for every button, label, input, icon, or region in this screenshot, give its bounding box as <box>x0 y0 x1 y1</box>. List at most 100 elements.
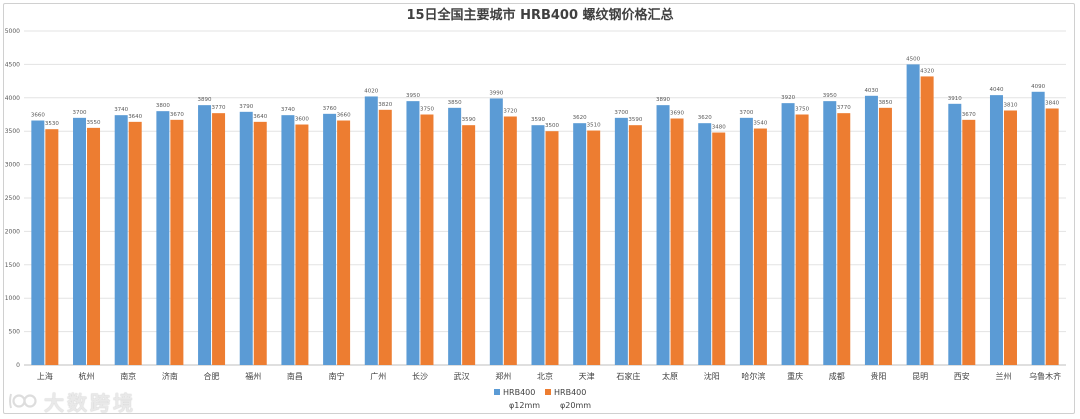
x-tick-label: 福州 <box>245 372 261 381</box>
chart-title: 15日全国主要城市 HRB400 螺纹钢价格汇总 <box>406 7 673 23</box>
x-axis: 上海 杭州 南京 济南 合肥 福州 南昌 南宁 广州 长沙 武汉 郑州 北京 天津 石家庄 太原 沈阳 哈尔滨 重庆… <box>37 371 1061 381</box>
bar-phi20 <box>1003 110 1017 365</box>
bar-phi12 <box>239 111 253 365</box>
y-tick-label: 1500 <box>5 262 20 269</box>
bar-phi12 <box>823 101 837 365</box>
data-label: 4320 <box>920 68 934 74</box>
y-tick-label: 5000 <box>5 28 20 35</box>
bar-phi20 <box>45 129 59 365</box>
x-tick-label: 武汉 <box>454 371 470 381</box>
data-label: 3590 <box>462 117 476 123</box>
data-label: 3890 <box>656 97 670 103</box>
bar-phi12 <box>489 98 503 365</box>
data-label: 3530 <box>45 121 59 127</box>
y-tick-label: 500 <box>9 329 21 336</box>
bar-phi20 <box>795 114 809 365</box>
data-label: 3850 <box>448 100 462 106</box>
chart-frame <box>3 3 1075 414</box>
data-label: 3950 <box>823 93 837 99</box>
bar-phi20 <box>878 107 892 365</box>
bar-phi20 <box>587 130 601 365</box>
bar-phi12 <box>906 64 920 366</box>
data-label: 3700 <box>73 110 87 116</box>
data-label: 3700 <box>739 110 753 116</box>
y-tick-label: 3500 <box>5 128 20 135</box>
data-label: 3700 <box>614 110 628 116</box>
bars: 3660353037003550374036403800367038903770… <box>31 56 1060 366</box>
data-label: 4020 <box>364 88 378 94</box>
bar-phi20 <box>378 109 392 365</box>
bar-phi12 <box>448 107 462 365</box>
data-label: 3660 <box>337 113 351 119</box>
data-label: 3590 <box>531 117 545 123</box>
x-tick-label: 贵阳 <box>870 371 886 381</box>
bar-phi20 <box>628 125 642 365</box>
data-label: 3590 <box>628 117 642 123</box>
bar-phi20 <box>170 119 184 366</box>
bar-phi12 <box>614 117 628 365</box>
data-label: 3770 <box>212 105 226 111</box>
data-label: 3640 <box>128 114 142 120</box>
bar-phi12 <box>323 113 337 365</box>
y-tick-label: 0 <box>16 362 20 369</box>
bar-phi12 <box>31 120 45 366</box>
bar-phi20 <box>753 128 767 365</box>
data-label: 3950 <box>406 93 420 99</box>
y-tick-label: 1000 <box>5 295 20 302</box>
bar-phi20 <box>295 124 309 366</box>
x-tick-label: 广州 <box>370 371 386 381</box>
data-label: 3550 <box>87 120 101 126</box>
legend-swatch-phi20 <box>545 389 551 395</box>
data-label: 4500 <box>906 56 920 62</box>
bar-phi20 <box>420 114 434 365</box>
bar-phi20 <box>837 113 851 365</box>
legend-label-size: φ12mm <box>509 401 540 410</box>
x-tick-label: 郑州 <box>495 371 511 381</box>
x-tick-label: 南京 <box>120 371 136 381</box>
bar-phi20 <box>128 121 142 366</box>
x-tick-label: 成都 <box>829 371 845 381</box>
bar-phi20 <box>1045 108 1059 365</box>
data-label: 3510 <box>587 123 601 129</box>
x-tick-label: 长沙 <box>412 371 428 381</box>
x-tick-label: 沈阳 <box>704 371 720 381</box>
data-label: 3920 <box>781 95 795 101</box>
bar-phi20 <box>87 127 101 365</box>
x-tick-label: 哈尔滨 <box>741 371 765 381</box>
bar-phi20 <box>670 118 684 366</box>
data-label: 3620 <box>698 115 712 121</box>
legend-label: HRB400 <box>503 388 535 397</box>
legend-swatch-phi12 <box>494 389 500 395</box>
data-label: 3540 <box>753 121 767 127</box>
x-tick-label: 昆明 <box>912 372 928 381</box>
bar-phi12 <box>1031 91 1045 366</box>
data-label: 3800 <box>156 103 170 109</box>
data-label: 3670 <box>170 112 184 118</box>
x-tick-label: 西安 <box>954 371 970 381</box>
y-tick-label: 2500 <box>5 195 20 202</box>
data-label: 3810 <box>1003 102 1017 108</box>
y-tick-label: 2000 <box>5 228 20 235</box>
legend-label-size: φ20mm <box>560 401 591 410</box>
watermark: 大数跨境 <box>8 388 136 415</box>
x-tick-label: 乌鲁木齐 <box>1029 371 1061 381</box>
x-tick-label: 石家庄 <box>616 371 640 381</box>
x-tick-label: 重庆 <box>787 371 803 381</box>
data-label: 3500 <box>545 123 559 129</box>
data-label: 3890 <box>198 97 212 103</box>
x-tick-label: 兰州 <box>995 371 1011 381</box>
data-label: 3740 <box>281 107 295 113</box>
x-tick-label: 天津 <box>579 371 595 381</box>
data-label: 3910 <box>948 96 962 102</box>
bigdata-logo-icon <box>9 393 37 409</box>
data-label: 4040 <box>989 87 1003 93</box>
data-label: 3750 <box>420 107 434 113</box>
y-tick-label: 4000 <box>5 95 20 102</box>
legend-label: HRB400 <box>554 388 586 397</box>
bar-phi20 <box>253 121 267 366</box>
watermark-text: 大数跨境 <box>44 390 136 415</box>
bar-phi12 <box>156 111 170 365</box>
data-label: 3600 <box>295 117 309 123</box>
x-tick-label: 南宁 <box>329 371 345 381</box>
